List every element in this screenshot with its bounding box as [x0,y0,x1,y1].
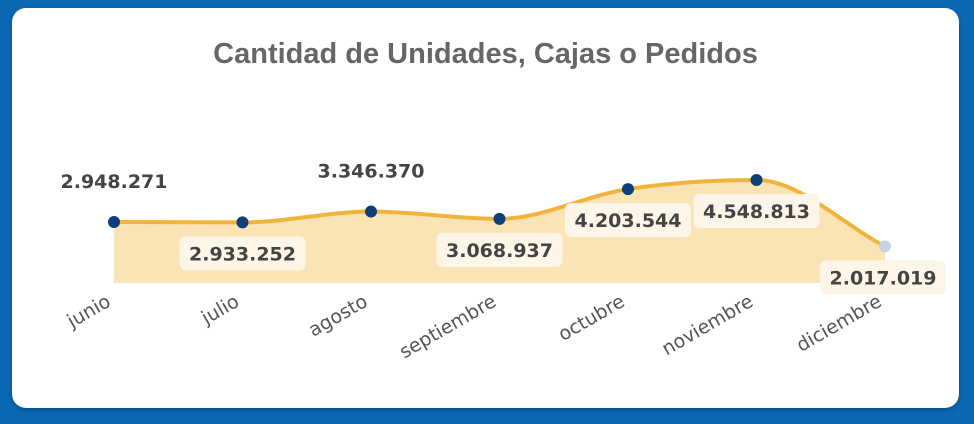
x-tick-septiembre: septiembre [396,290,500,363]
chart-card: Cantidad de Unidades, Cajas o Pedidos 2.… [12,8,959,408]
x-tick-diciembre: diciembre [793,290,886,356]
data-label-box-diciembre [820,260,946,295]
data-label-diciembre: 2.017.019 [830,267,937,289]
data-label-box-octubre [565,203,691,238]
data-label-noviembre: 4.548.813 [703,201,810,223]
data-point-octubre[interactable] [622,183,634,196]
chart-title: Cantidad de Unidades, Cajas o Pedidos [213,38,758,70]
area-fill [114,180,885,283]
x-tick-agosto: agosto [305,290,372,341]
data-label-agosto: 3.346.370 [318,161,425,183]
data-label-box-noviembre [693,194,820,229]
data-label-julio: 2.933.252 [189,243,296,265]
x-tick-octubre: octubre [555,290,629,345]
x-tick-noviembre: noviembre [658,290,757,360]
data-label-septiembre: 3.068.937 [446,240,553,262]
data-point-junio[interactable] [108,216,120,228]
x-tick-junio: junio [63,290,115,333]
data-label-box-julio [179,236,306,271]
data-label-box-septiembre [436,232,563,267]
x-tick-julio: julio [197,290,243,329]
data-point-septiembre[interactable] [493,212,506,225]
data-point-diciembre[interactable] [879,240,891,253]
data-label-octubre: 4.203.544 [575,210,682,232]
data-label-junio: 2.948.271 [61,171,168,193]
data-point-noviembre[interactable] [750,174,763,187]
area-chart: 2.948.271 2.933.252 3.346.370 3.068.937 4.20… [61,161,946,363]
data-point-agosto[interactable] [365,205,377,218]
data-point-julio[interactable] [236,216,249,229]
